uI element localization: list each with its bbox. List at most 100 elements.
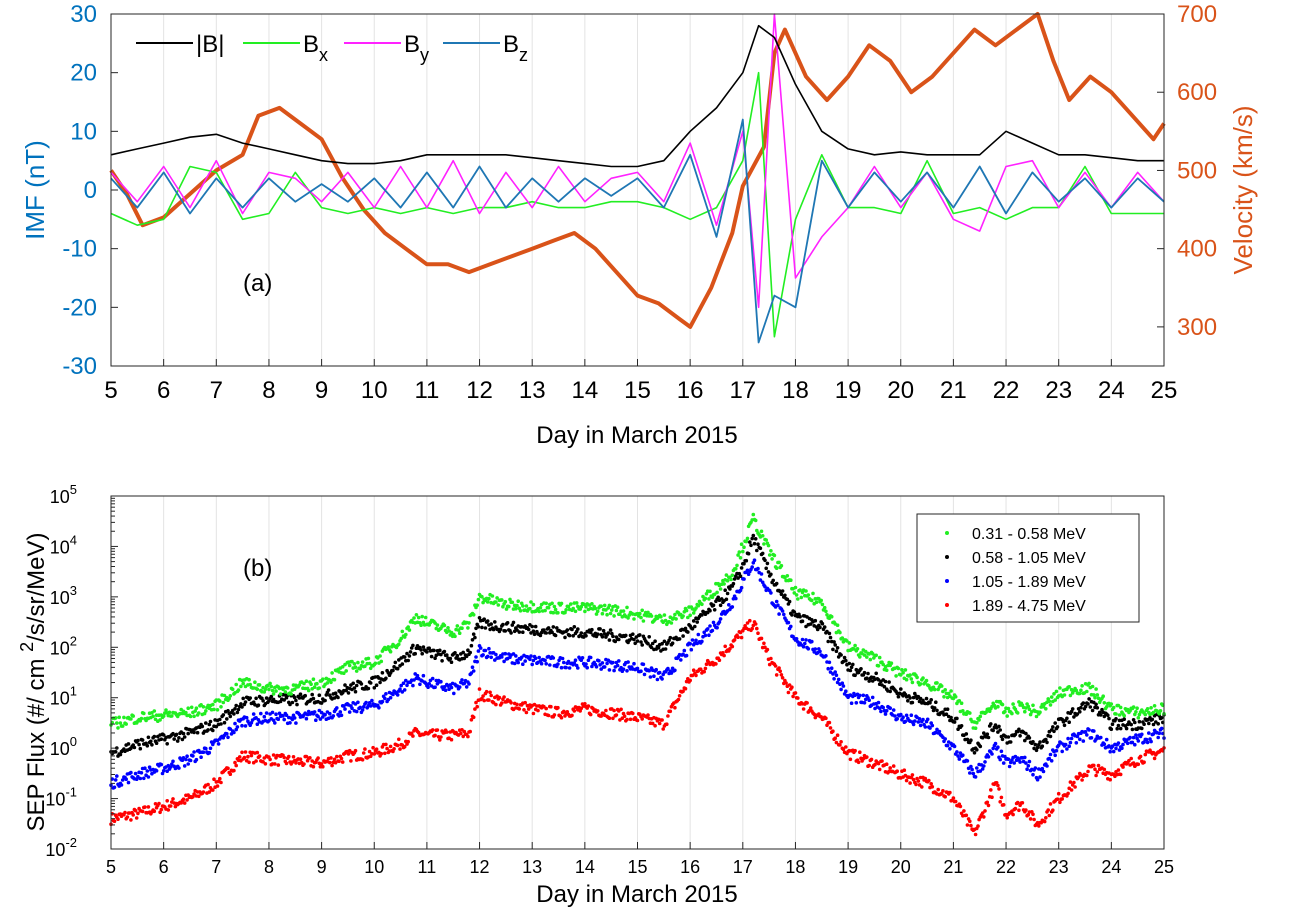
sep-point	[1017, 727, 1021, 732]
sep-point	[696, 632, 701, 637]
sep-point	[858, 655, 862, 659]
sep-point	[115, 721, 119, 725]
sep-point	[789, 578, 793, 582]
sep-point	[551, 656, 556, 660]
sep-point	[1038, 775, 1042, 779]
sep-point	[599, 667, 603, 671]
sep-point	[194, 706, 199, 710]
sep-point	[1142, 722, 1146, 726]
sep-point	[247, 677, 251, 682]
sep-point	[736, 635, 740, 639]
sep-point	[677, 694, 682, 698]
sep-point	[896, 666, 901, 671]
sep-point	[601, 628, 606, 633]
sep-point	[425, 650, 429, 654]
sep-point	[590, 602, 594, 606]
sep-point	[235, 710, 240, 715]
sep-point	[331, 714, 336, 718]
sep-point	[531, 629, 536, 633]
sep-point	[140, 738, 145, 742]
sep-point	[584, 634, 588, 638]
x-tick-label: 17	[733, 857, 753, 877]
sep-point	[1087, 681, 1091, 686]
sep-point	[660, 641, 664, 646]
sep-point	[780, 676, 785, 680]
sep-point	[969, 823, 973, 828]
sep-point	[562, 709, 566, 714]
sep-point	[730, 644, 735, 649]
sep-point	[132, 745, 137, 750]
sep-point	[1108, 749, 1112, 754]
sep-point	[477, 616, 482, 620]
sep-point	[844, 689, 848, 693]
sep-point	[825, 613, 829, 617]
sep-point	[321, 677, 325, 681]
sep-point	[457, 631, 462, 635]
sep-point	[691, 668, 696, 672]
sep-point	[255, 687, 260, 692]
y-tick-label: 105	[50, 482, 77, 507]
sep-point	[559, 601, 564, 606]
sep-point	[991, 746, 995, 751]
sep-point	[165, 799, 169, 803]
sep-point	[1062, 723, 1067, 728]
sep-point	[395, 743, 400, 748]
sep-point	[282, 717, 287, 722]
sep-point	[1131, 705, 1136, 709]
sep-point	[160, 771, 165, 776]
sep-point	[1035, 777, 1040, 782]
sep-point	[206, 728, 210, 732]
sep-point	[969, 738, 973, 742]
sep-point	[1083, 730, 1088, 734]
sep-point	[696, 603, 701, 608]
sep-point	[367, 749, 372, 754]
sep-point	[298, 692, 303, 696]
sep-point	[748, 618, 752, 623]
sep-point	[884, 668, 889, 672]
sep-point	[745, 621, 750, 625]
panel-b-label: (b)	[243, 555, 272, 582]
sep-point	[924, 678, 929, 683]
sep-point	[1144, 737, 1149, 742]
sep-point	[989, 788, 993, 792]
sep-point	[576, 627, 580, 631]
sep-point	[405, 651, 409, 656]
sep-point	[218, 717, 222, 722]
sep-point	[990, 752, 994, 756]
sep-point	[824, 609, 828, 614]
x-tick-label: 14	[571, 377, 598, 404]
sep-point	[1156, 722, 1160, 726]
sep-point	[222, 693, 227, 698]
panel-b-y-label: SEP Flux (#/ cm 2/s/sr/MeV)	[17, 533, 50, 832]
sep-point	[277, 711, 282, 716]
sep-point	[1060, 797, 1064, 801]
sep-point	[739, 635, 744, 640]
sep-point	[738, 574, 743, 578]
sep-point	[1085, 773, 1089, 778]
sep-point	[758, 578, 763, 582]
sep-point	[827, 660, 832, 665]
sep-point	[249, 721, 254, 725]
sep-point	[517, 630, 522, 634]
sep-point	[923, 725, 928, 729]
sep-point	[572, 625, 577, 629]
sep-point	[138, 776, 143, 781]
sep-point	[544, 631, 548, 635]
sep-point	[635, 718, 640, 723]
sep-point	[254, 759, 258, 763]
sep-point	[760, 580, 765, 585]
sep-point	[904, 778, 909, 783]
sep-point	[346, 691, 351, 695]
sep-point	[723, 588, 727, 592]
sep-point	[1116, 768, 1121, 772]
sep-point	[171, 759, 175, 764]
sep-point	[652, 674, 656, 678]
sep-point	[1038, 710, 1042, 714]
sep-point	[372, 686, 377, 690]
sep-point	[593, 606, 598, 611]
sep-point	[195, 730, 200, 735]
sep-point	[270, 710, 275, 715]
sep-point	[986, 803, 991, 808]
sep-point	[1008, 740, 1013, 744]
